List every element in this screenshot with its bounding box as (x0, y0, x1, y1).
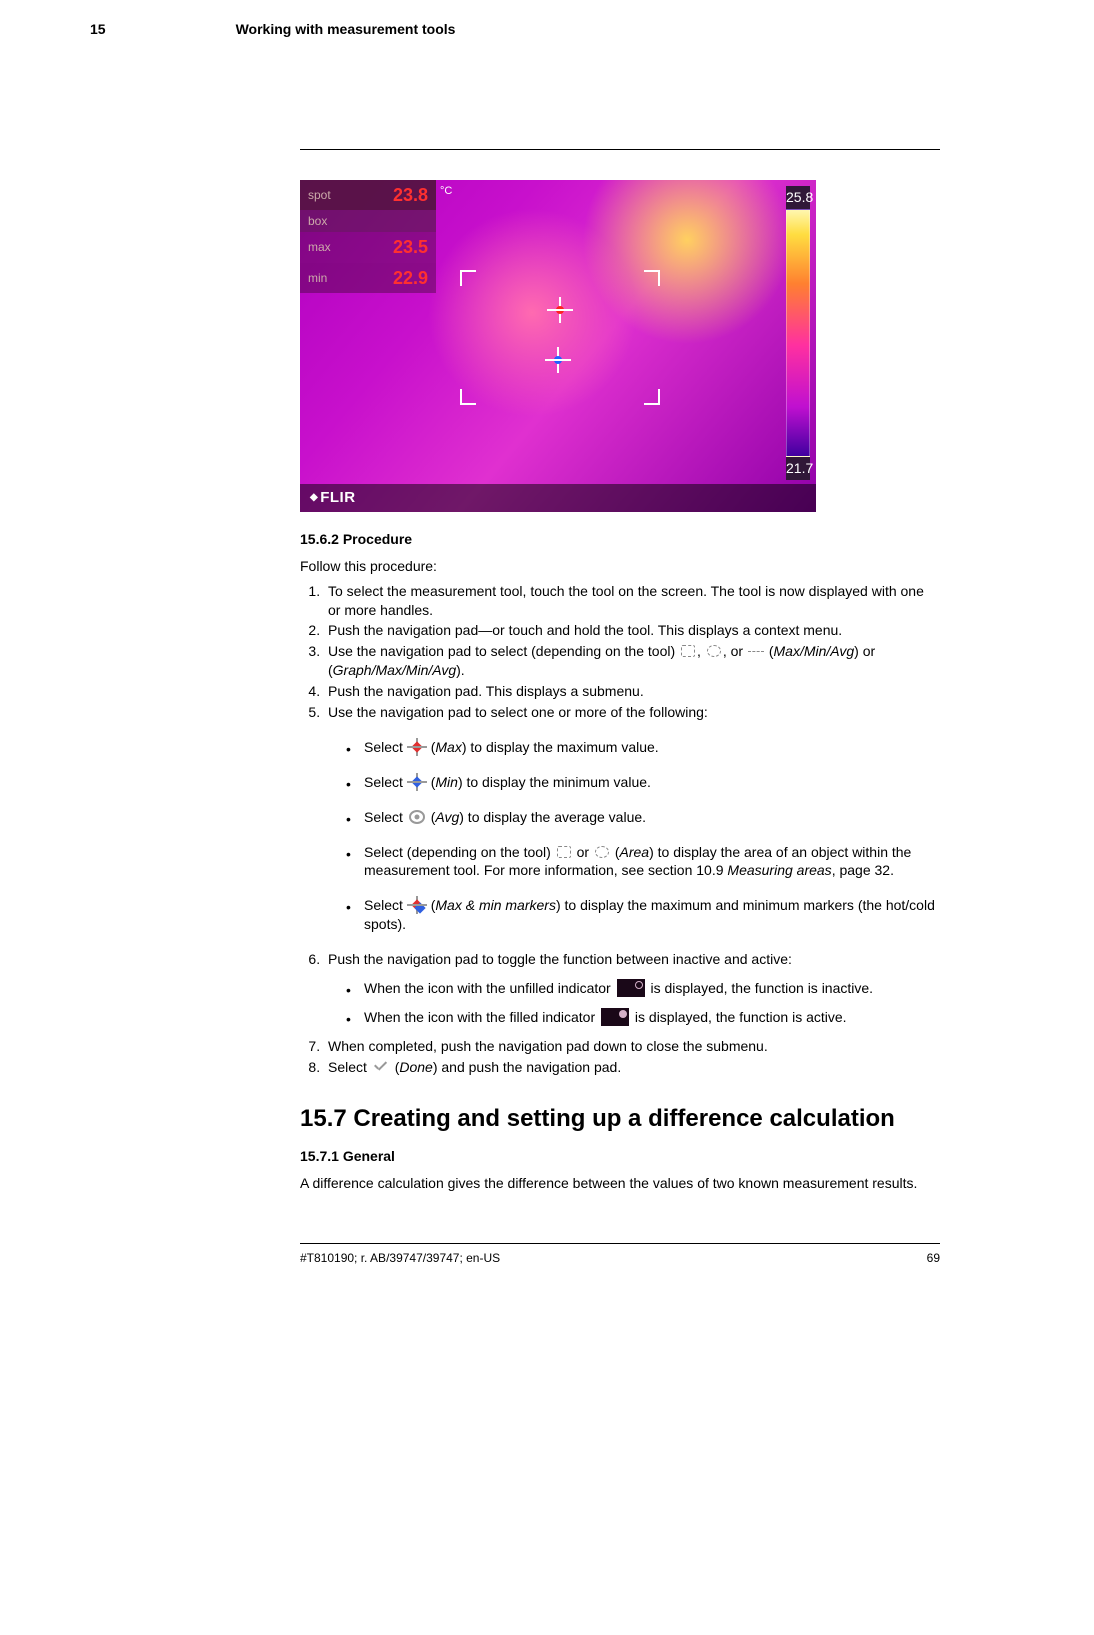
separator-line (300, 149, 940, 150)
chapter-title: Working with measurement tools (236, 20, 456, 39)
label-max: max (308, 239, 331, 255)
bullet-active: When the icon with the filled indicator … (350, 1008, 940, 1027)
box-tool-icon (555, 844, 573, 860)
measurement-info-panel: spot 23.8 box max 23.5 min 22.9 (300, 180, 436, 293)
step-5: Use the navigation pad to select one or … (324, 703, 940, 934)
page-header: 15 Working with measurement tools (90, 20, 1004, 39)
box-measurement-frame (460, 270, 660, 405)
procedure-list: To select the measurement tool, touch th… (300, 582, 940, 1077)
value-max: 23.5 (393, 235, 428, 259)
step-6: Push the navigation pad to toggle the fu… (324, 950, 940, 1027)
avg-icon (407, 809, 427, 825)
thermal-footer-bar (300, 484, 816, 512)
flir-logo: FLIR (310, 488, 356, 508)
scale-max-value: 25.8 (786, 186, 810, 209)
circle-tool-icon (593, 844, 611, 860)
box-tool-icon (679, 643, 697, 659)
indicator-unfilled-icon (617, 979, 645, 997)
min-icon (407, 773, 427, 791)
step-3: Use the navigation pad to select (depend… (324, 642, 940, 680)
temperature-unit: °C (440, 184, 452, 199)
bullet-area: Select (depending on the tool) or (Area)… (350, 843, 940, 881)
heading-15-7: 15.7 Creating and setting up a differenc… (300, 1105, 940, 1134)
scale-min-value: 21.7 (786, 457, 810, 480)
maxmin-markers-icon (407, 896, 427, 914)
bullet-max: Select (Max) to display the maximum valu… (350, 738, 940, 757)
max-icon (407, 738, 427, 756)
circle-tool-icon (705, 643, 723, 659)
label-box: box (308, 213, 327, 229)
heading-15-7-1: 15.7.1 General (300, 1147, 940, 1166)
bullet-min: Select (Min) to display the minimum valu… (350, 773, 940, 792)
procedure-intro: Follow this procedure: (300, 557, 940, 576)
label-min: min (308, 270, 327, 286)
bullet-maxmin-markers: Select (Max & min markers) to display th… (350, 896, 940, 934)
footer-page-number: 69 (927, 1250, 940, 1266)
done-icon (371, 1059, 391, 1075)
section-15-7-1-body: A difference calculation gives the diffe… (300, 1174, 940, 1193)
value-min: 22.9 (393, 266, 428, 290)
chapter-number: 15 (90, 20, 106, 39)
heading-15-6-2: 15.6.2 Procedure (300, 530, 940, 549)
step-2: Push the navigation pad—or touch and hol… (324, 621, 940, 640)
scale-gradient-bar (786, 209, 810, 457)
line-tool-icon (747, 643, 765, 659)
value-spot: 23.8 (393, 183, 428, 207)
step-1: To select the measurement tool, touch th… (324, 582, 940, 620)
thermal-image-figure: spot 23.8 box max 23.5 min 22.9 °C (300, 180, 816, 512)
label-spot: spot (308, 187, 331, 203)
hot-spot-marker (551, 301, 569, 319)
step-4: Push the navigation pad. This displays a… (324, 682, 940, 701)
cold-spot-marker (549, 351, 567, 369)
bullet-inactive: When the icon with the unfilled indicato… (350, 979, 940, 998)
bullet-avg: Select (Avg) to display the average valu… (350, 808, 940, 827)
indicator-filled-icon (601, 1008, 629, 1026)
footer-doc-id: #T810190; r. AB/39747/39747; en-US (300, 1250, 500, 1266)
step-7: When completed, push the navigation pad … (324, 1037, 940, 1056)
page-footer: #T810190; r. AB/39747/39747; en-US 69 (300, 1243, 940, 1266)
color-scale: 25.8 21.7 (786, 186, 810, 480)
step-8: Select (Done) and push the navigation pa… (324, 1058, 940, 1077)
